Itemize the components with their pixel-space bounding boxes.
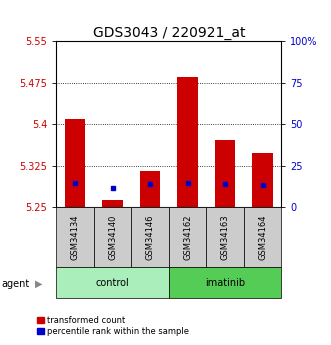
Bar [94, 207, 131, 267]
Text: GSM34134: GSM34134 [71, 215, 79, 260]
Text: imatinib: imatinib [205, 278, 245, 288]
Bar [56, 267, 169, 298]
Bar [102, 200, 123, 207]
Bar [56, 207, 94, 267]
Text: GSM34164: GSM34164 [258, 215, 267, 260]
Bar [140, 171, 160, 207]
Bar [252, 154, 273, 207]
Bar [131, 207, 169, 267]
Bar [177, 77, 198, 207]
Bar [169, 207, 206, 267]
Bar [65, 119, 85, 207]
Text: control: control [96, 278, 129, 288]
Bar [206, 207, 244, 267]
Text: ▶: ▶ [35, 279, 42, 288]
Title: GDS3043 / 220921_at: GDS3043 / 220921_at [93, 26, 245, 40]
Bar [169, 267, 281, 298]
Bar [244, 207, 281, 267]
Bar [215, 140, 235, 207]
Legend: transformed count, percentile rank within the sample: transformed count, percentile rank withi… [37, 316, 189, 336]
Text: GSM34163: GSM34163 [220, 214, 230, 260]
Text: GSM34146: GSM34146 [146, 215, 155, 260]
Text: agent: agent [2, 279, 30, 288]
Text: GSM34140: GSM34140 [108, 215, 117, 260]
Text: GSM34162: GSM34162 [183, 215, 192, 260]
